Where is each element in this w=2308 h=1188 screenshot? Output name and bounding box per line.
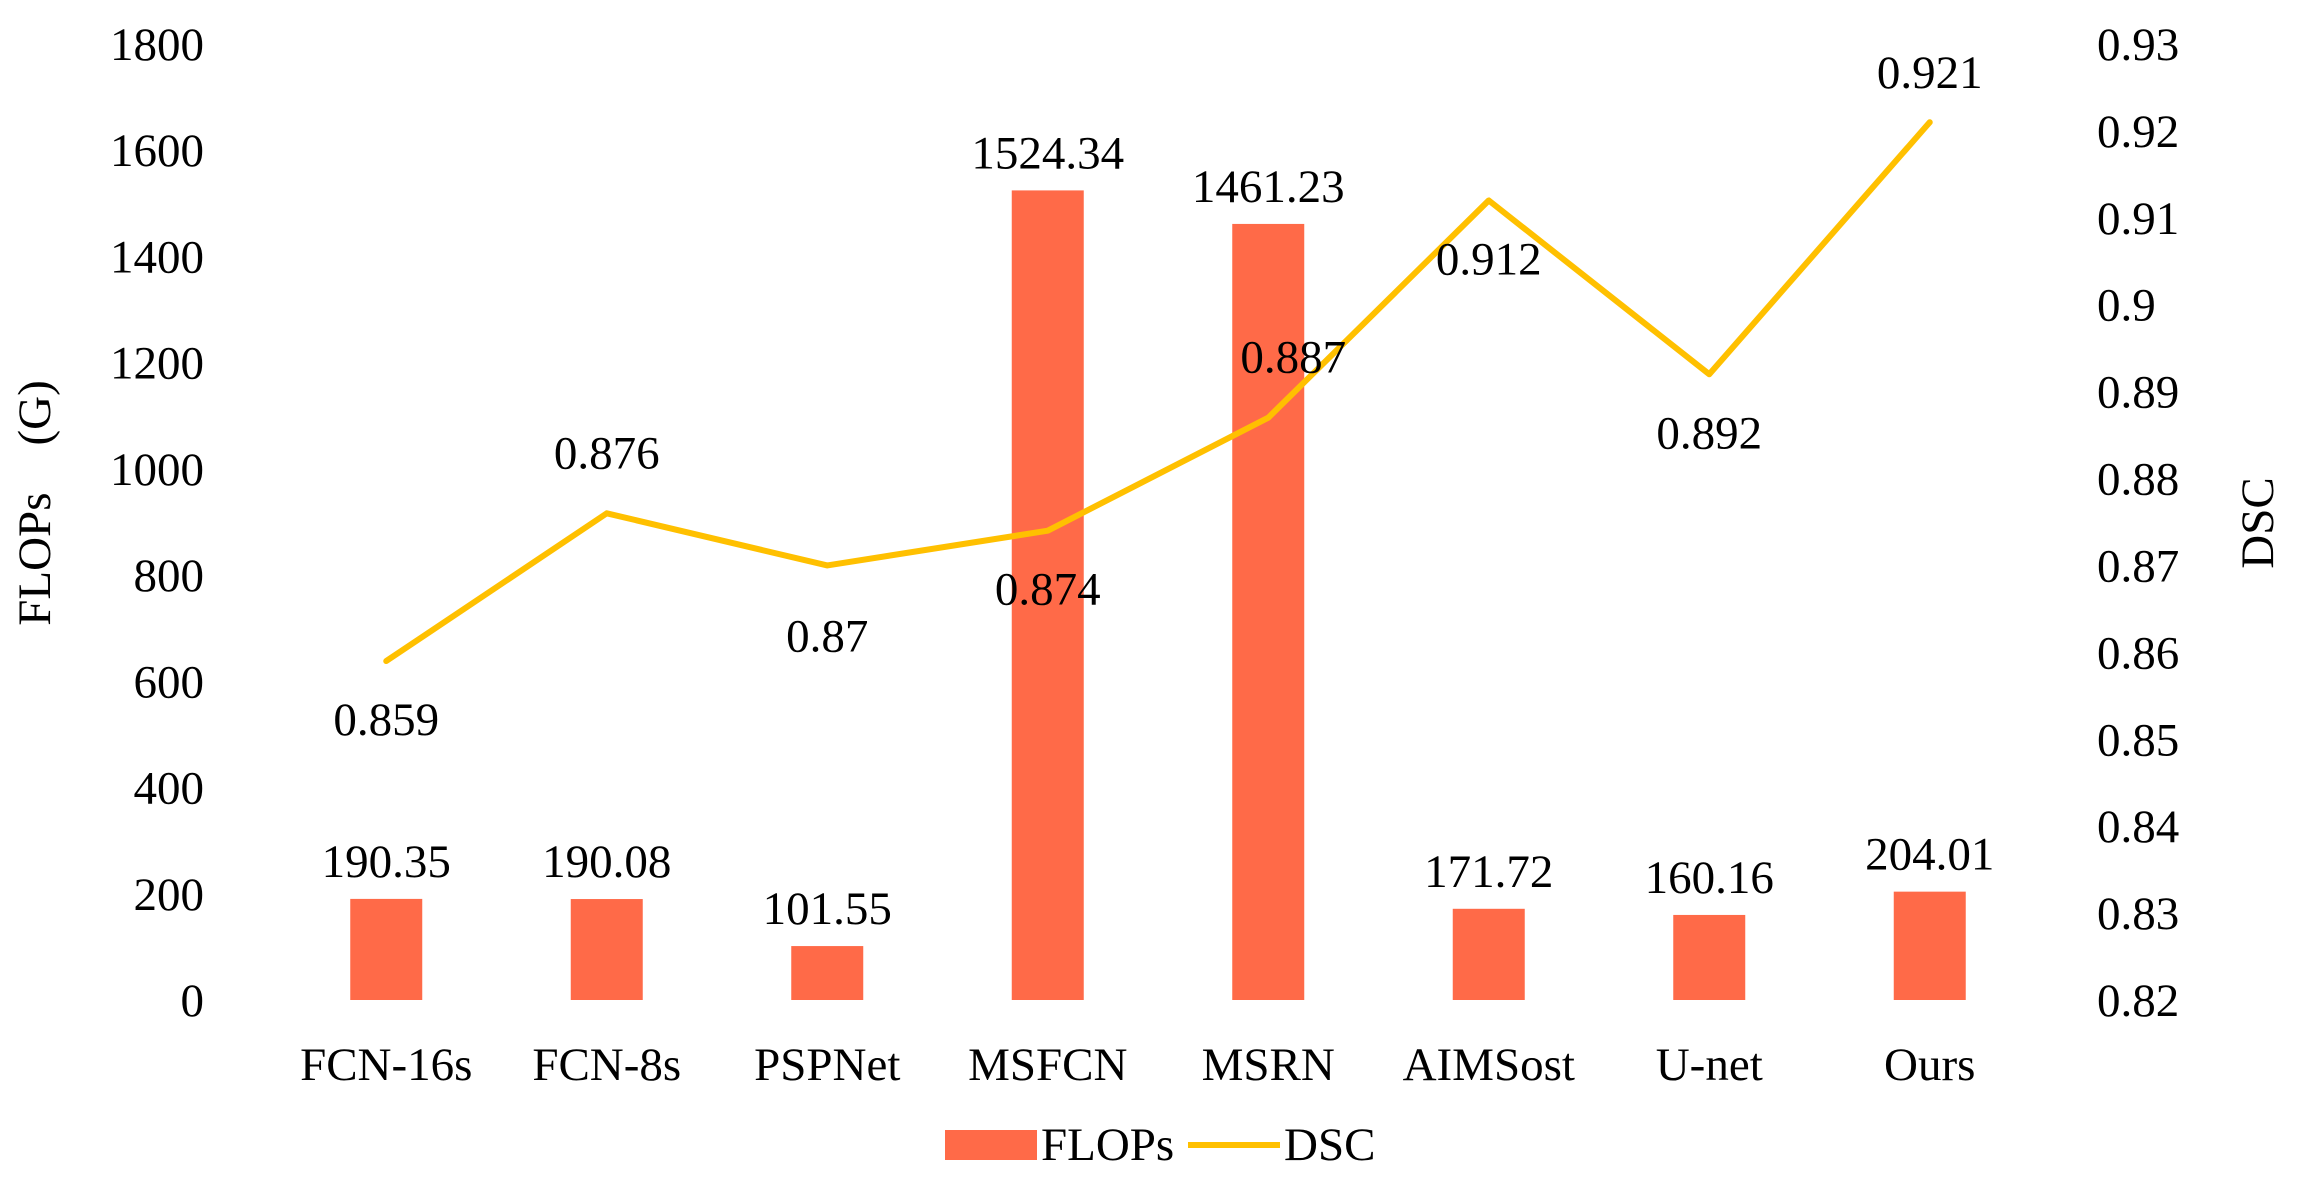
left-tick-label: 0 [181,975,205,1027]
flops-bar-label: 160.16 [1645,852,1774,904]
category-label: FCN-16s [300,1039,472,1091]
category-label: U-net [1656,1039,1763,1091]
flops-bar [350,898,423,1000]
flops-bar-label: 171.72 [1424,846,1553,898]
left-tick-label: 1200 [110,338,204,390]
left-tick-label: 600 [134,656,205,708]
right-tick-label: 0.9 [2097,280,2156,332]
right-axis-title: DSC [2232,477,2284,568]
category-label: MSRN [1202,1039,1335,1091]
right-tick-label: 0.82 [2097,975,2179,1027]
flops-bars [350,190,1966,1001]
flops-bar [1452,908,1525,1000]
legend-flops-swatch [945,1130,1037,1160]
left-axis-title: FLOPs (G) [9,380,61,625]
flops-bar [1011,190,1084,1001]
flops-bar-label: 190.08 [542,836,671,888]
dsc-point-label: 0.912 [1436,233,1542,285]
right-tick-label: 0.92 [2097,106,2179,158]
flops-bar [791,946,864,1000]
flops-bar-label: 101.55 [763,883,892,935]
legend-dsc-label: DSC [1284,1119,1375,1171]
dsc-point-labels: 0.859 0.876 0.87 0.874 0.887 0.912 0.892 0.921 [333,47,1982,746]
right-tick-label: 0.91 [2097,193,2179,245]
right-tick-label: 0.84 [2097,801,2179,853]
dsc-point-label: 0.892 [1656,407,1762,459]
left-tick-label: 800 [134,550,205,602]
right-tick-label: 0.88 [2097,454,2179,506]
right-tick-label: 0.89 [2097,367,2179,419]
left-tick-label: 1800 [110,19,204,71]
right-axis-ticks: 0.82 0.83 0.84 0.85 0.86 0.87 0.88 0.89 0.9 0.91 0… [2097,19,2179,1027]
flops-bar [1893,891,1966,1000]
dsc-point-label: 0.859 [333,694,439,746]
flops-bar-label: 204.01 [1865,829,1994,881]
category-label: AIMSost [1403,1039,1575,1091]
left-axis-ticks: 0 200 400 600 800 1000 1200 1400 1600 1800 [110,19,204,1027]
left-tick-label: 400 [134,763,205,815]
flops-bar-label: 1524.34 [971,127,1124,179]
flops-bar [570,899,643,1000]
left-tick-label: 1400 [110,231,204,283]
flops-bar [1673,914,1746,1000]
legend-flops-label: FLOPs [1041,1119,1174,1171]
dsc-point-label: 0.887 [1240,332,1346,384]
dsc-point-label: 0.876 [554,427,660,479]
category-label: Ours [1884,1039,1975,1091]
category-labels: FCN-16s FCN-8s PSPNet MSFCN MSRN AIMSost U-net… [300,1039,1975,1091]
right-tick-label: 0.87 [2097,540,2179,592]
dsc-point-label: 0.874 [995,564,1101,616]
right-tick-label: 0.85 [2097,714,2179,766]
flops-bar [1232,223,1305,1001]
flops-bar-label: 1461.23 [1192,161,1345,213]
left-tick-label: 1600 [110,125,204,177]
category-label: MSFCN [968,1039,1127,1091]
category-label: FCN-8s [532,1039,681,1091]
dsc-point-label: 0.87 [786,610,868,662]
left-tick-label: 200 [134,869,205,921]
category-label: PSPNet [754,1039,900,1091]
dsc-line [383,119,1933,665]
right-tick-label: 0.86 [2097,627,2179,679]
right-tick-label: 0.93 [2097,19,2179,71]
flops-bar-label: 190.35 [322,836,451,888]
left-tick-label: 1000 [110,444,204,496]
legend: FLOPs DSC [945,1119,1375,1171]
dsc-point-label: 0.921 [1877,47,1983,99]
right-tick-label: 0.83 [2097,888,2179,940]
flops-bar-labels: 190.35 190.08 101.55 1524.34 1461.23 171.72 16… [322,127,1995,935]
